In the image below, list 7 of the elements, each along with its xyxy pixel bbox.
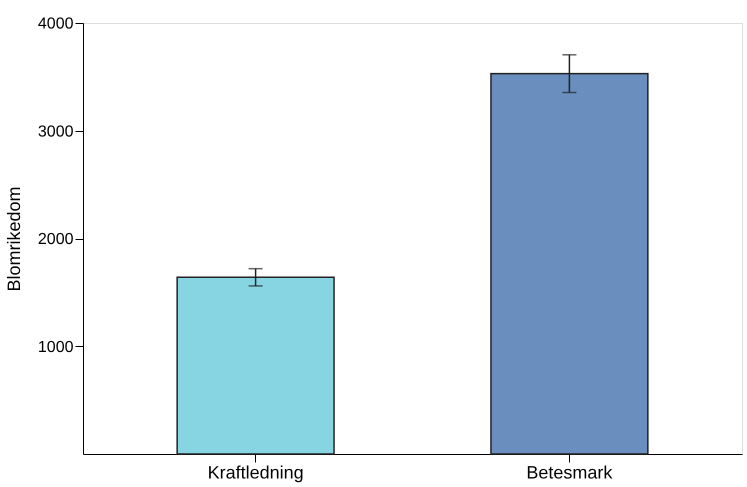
y-axis-title: Blomrikedom [4, 186, 24, 292]
y-tick-label: 1000 [38, 338, 74, 356]
y-tick-label: 2000 [38, 231, 74, 248]
y-tick-label: 4000 [38, 16, 74, 32]
x-tick-label: Kraftledning [208, 462, 304, 482]
x-tick-label: Betesmark [526, 462, 614, 482]
y-tick-label: 3000 [38, 123, 74, 140]
